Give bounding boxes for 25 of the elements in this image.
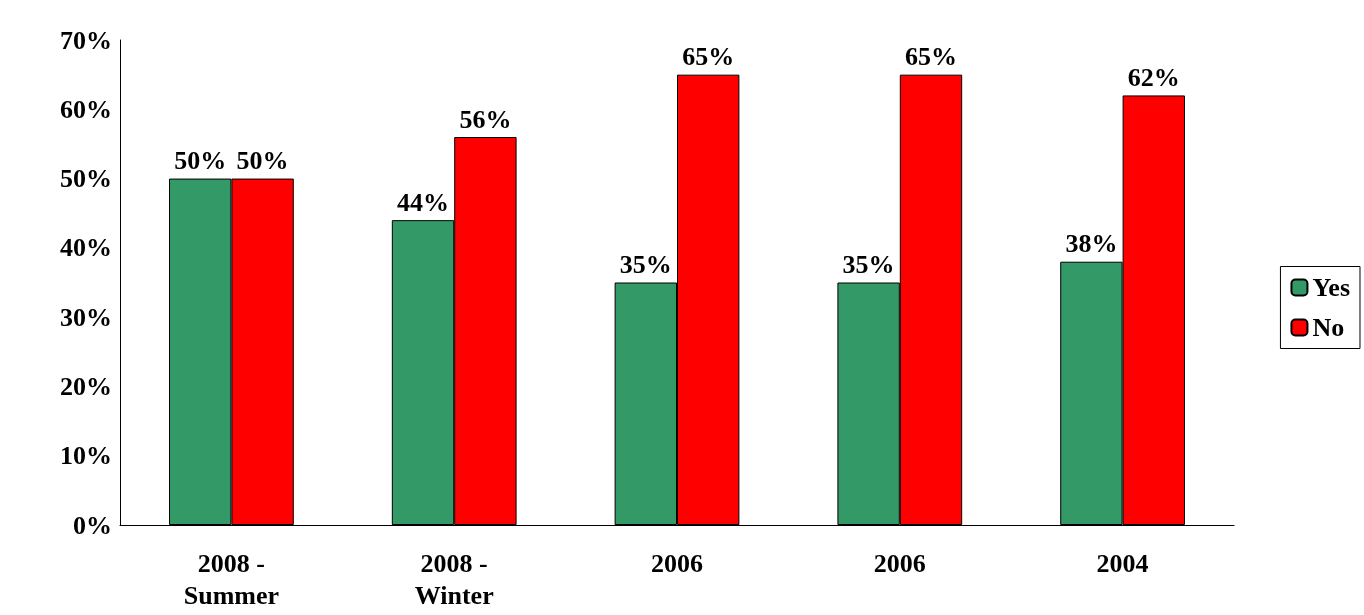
data-label: 50% <box>174 146 227 176</box>
data-label: 35% <box>842 250 895 279</box>
y-tick-label: 10% <box>60 441 112 471</box>
legend-label: No <box>1312 313 1345 342</box>
x-tick-label: 2008 - Winter <box>414 548 494 610</box>
x-tick-label: 2004 <box>1096 548 1149 578</box>
y-tick-label: 20% <box>60 371 112 401</box>
y-tick-label: 60% <box>60 94 112 124</box>
legend-label: Yes <box>1312 273 1351 302</box>
y-tick-label: 0% <box>73 510 112 540</box>
data-label: 35% <box>619 250 672 279</box>
x-tick-label: 2006 <box>873 548 926 578</box>
y-tick-label: 40% <box>60 233 112 263</box>
x-tick-label: 2006 <box>651 548 703 578</box>
data-label: 38% <box>1065 229 1118 259</box>
data-label: 65% <box>904 42 957 72</box>
data-label: 56% <box>459 104 512 134</box>
data-label: 50% <box>236 146 289 176</box>
x-tick-label: 2008 - Summer <box>183 548 280 610</box>
data-label: 44% <box>397 187 450 217</box>
data-label: 65% <box>682 42 735 72</box>
data-label: 62% <box>1127 62 1180 92</box>
y-tick-label: 50% <box>60 164 112 194</box>
y-tick-label: 30% <box>60 302 112 332</box>
y-tick-label: 70% <box>60 25 112 55</box>
